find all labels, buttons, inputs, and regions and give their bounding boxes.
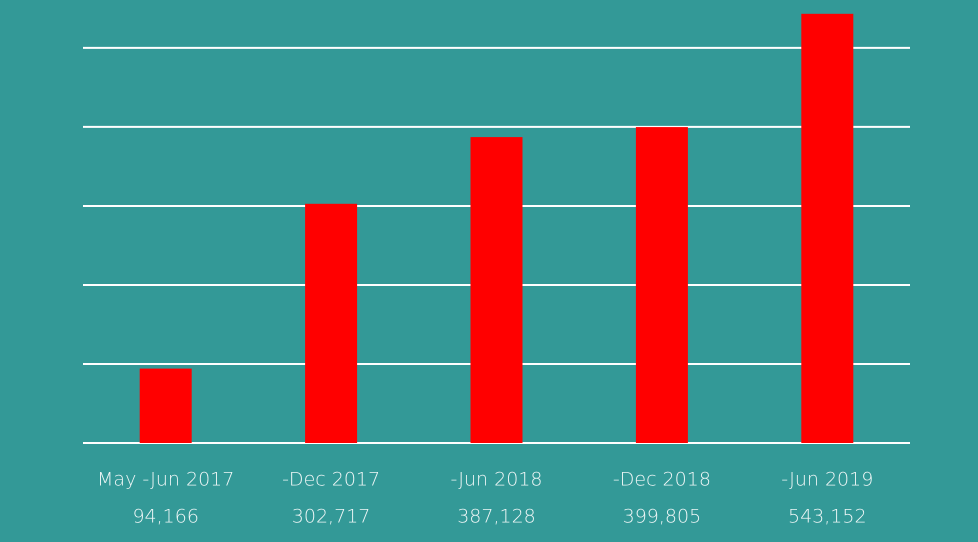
value-label: 302,717 [292,506,371,528]
value-label: 399,805 [623,506,702,528]
x-tick-label: May -Jun 2017 [97,469,234,491]
x-tick-label: -Dec 2017 [282,469,380,491]
x-tick-label: -Jun 2018 [451,469,543,491]
x-tick-label: -Jun 2019 [781,469,873,491]
value-label: 94,166 [132,506,198,528]
value-label: 543,152 [788,506,867,528]
bar [470,137,523,443]
value-label: 387,128 [457,506,536,528]
bar [305,203,358,443]
x-tick-label: -Dec 2018 [613,469,711,491]
bar [139,368,192,443]
bar [635,127,688,443]
bar [801,13,854,444]
